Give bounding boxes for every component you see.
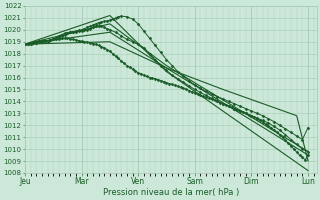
X-axis label: Pression niveau de la mer( hPa ): Pression niveau de la mer( hPa ) (103, 188, 239, 197)
